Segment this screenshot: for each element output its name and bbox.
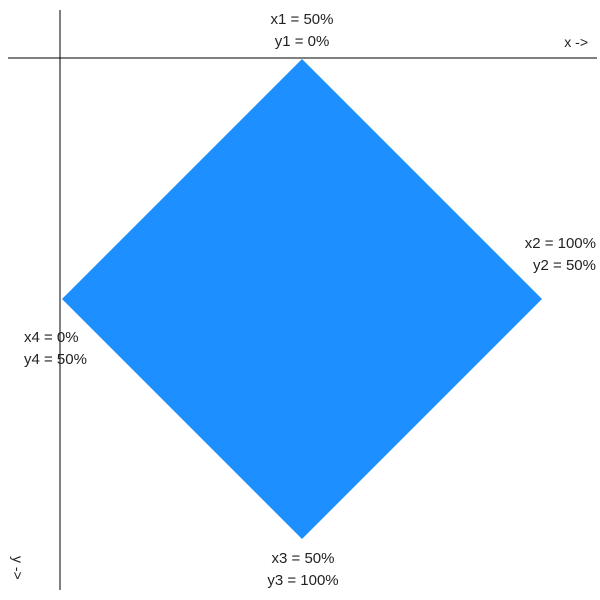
point-2-x-text: x2 = 100% (524, 235, 596, 252)
point-3-x-text: x3 = 50% (271, 550, 335, 567)
point-4-label: x4 = 0% y4 = 50% (24, 327, 87, 371)
point-3-y-text: y3 = 100% (267, 572, 339, 589)
point-1-label: x1 = 50% y1 = 0% (271, 9, 334, 53)
x-axis-label: x -> (564, 34, 588, 50)
diamond-shape (62, 59, 542, 539)
y-axis-label: y -> (10, 556, 26, 580)
point-2-label: x2 = 100% y2 = 50% (525, 233, 596, 277)
point-4-y-text: y4 = 50% (24, 351, 87, 368)
point-1-y-text: y1 = 0% (274, 33, 330, 50)
point-2-y-text: y2 = 50% (533, 257, 596, 274)
point-3-label: x3 = 50% y3 = 100% (267, 548, 338, 592)
point-1-x-text: x1 = 50% (270, 11, 334, 28)
point-4-x-text: x4 = 0% (24, 329, 79, 346)
